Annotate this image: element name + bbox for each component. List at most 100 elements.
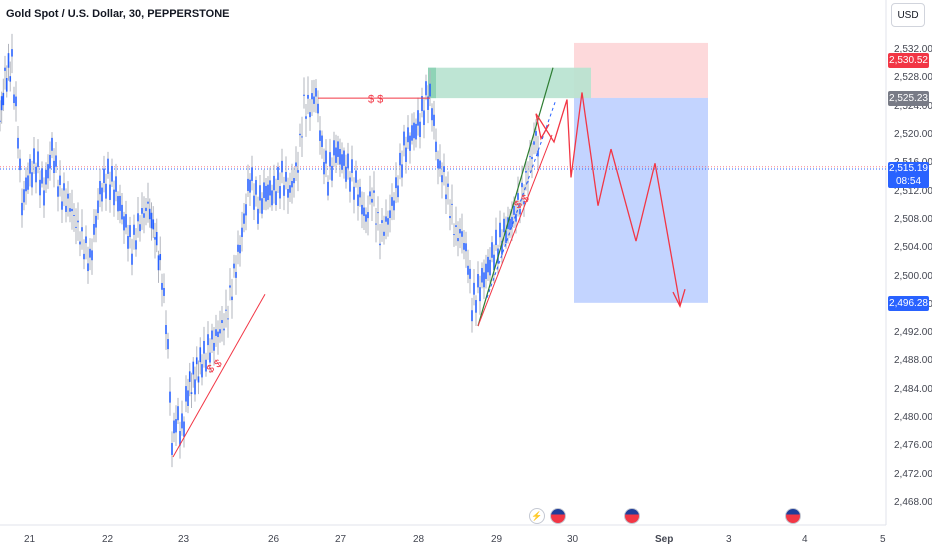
- currency-button[interactable]: USD: [891, 3, 925, 27]
- candle-body: [69, 208, 71, 212]
- candle-body: [195, 357, 198, 365]
- x-tick-label: 30: [567, 534, 579, 545]
- candle-body: [127, 236, 129, 249]
- candle-body: [121, 204, 123, 220]
- stop-loss-zone: [574, 42, 708, 98]
- y-tick-label: 2,512.00: [894, 185, 932, 197]
- candle-body: [329, 152, 331, 167]
- candle-body: [31, 172, 33, 188]
- candle-body: [379, 243, 381, 246]
- candle-body: [205, 359, 207, 372]
- candle-body: [190, 392, 193, 394]
- candle-body: [23, 189, 25, 203]
- candle-body: [363, 207, 365, 216]
- candle-body: [499, 222, 501, 238]
- price-badge-target: 2,530.52: [888, 53, 929, 69]
- candle-body: [399, 152, 401, 166]
- candle-body: [503, 218, 505, 233]
- candle-body: [395, 177, 397, 189]
- candle-body: [0, 120, 1, 122]
- chart-title: Gold Spot / U.S. Dollar, 30, PEPPERSTONE: [6, 8, 230, 20]
- candle-body: [251, 167, 253, 181]
- candle-body: [449, 216, 451, 219]
- candle-body: [93, 223, 95, 235]
- candle-body: [71, 208, 73, 212]
- candle-body: [401, 164, 403, 178]
- candle-body: [7, 53, 10, 68]
- us-flag-icon[interactable]: [785, 508, 801, 524]
- projection-arrowhead: [672, 289, 686, 309]
- candle-body: [115, 176, 117, 192]
- candle-body: [101, 187, 103, 202]
- price-badge-stop: 2,496.28: [888, 295, 929, 311]
- candle-body: [527, 181, 529, 183]
- x-tick-label: 27: [335, 534, 347, 545]
- supply-zone: [428, 67, 591, 99]
- candle-body: [475, 300, 477, 313]
- candle-body: [209, 352, 211, 363]
- candle-body: [353, 186, 355, 200]
- candle-body: [13, 94, 15, 104]
- candle-body: [125, 214, 127, 228]
- candle-body: [441, 175, 443, 183]
- candle-body: [485, 263, 487, 279]
- candle-body: [111, 166, 113, 182]
- candle-body: [207, 334, 209, 346]
- us-flag-icon[interactable]: [624, 508, 640, 524]
- lightning-icon[interactable]: ⚡: [529, 508, 545, 524]
- y-tick-label: 2,528.00: [894, 72, 932, 84]
- candle-body: [433, 114, 435, 126]
- candle-body: [447, 183, 449, 187]
- candle-body: [255, 180, 257, 195]
- candle-body: [91, 250, 93, 261]
- candle-body: [323, 162, 325, 175]
- candle-body: [183, 421, 185, 437]
- candle-body: [435, 141, 437, 152]
- candle-body: [59, 175, 61, 185]
- candle-body: [321, 135, 323, 147]
- candle-body: [113, 189, 115, 206]
- candle-body: [259, 185, 261, 201]
- candle-body: [279, 186, 281, 199]
- liquidity-label: $ $: [205, 357, 224, 376]
- us-flag-icon[interactable]: [550, 508, 566, 524]
- candle-body: [393, 200, 395, 211]
- candle-body: [479, 287, 481, 302]
- candle-body: [19, 158, 21, 171]
- candle-body: [73, 215, 75, 217]
- candle-body: [4, 67, 6, 71]
- candle-body: [493, 254, 495, 271]
- candle-body: [339, 148, 341, 165]
- candle-body: [295, 162, 297, 167]
- candle-body: [45, 169, 47, 185]
- candle-body: [173, 420, 175, 434]
- x-tick-label: 28: [413, 534, 425, 545]
- candle-body: [405, 147, 407, 162]
- candle-body: [373, 190, 375, 193]
- candle-body: [107, 158, 109, 174]
- candle-body: [245, 204, 247, 216]
- candle-body: [133, 224, 135, 235]
- candle-body: [397, 185, 399, 198]
- candle-body: [317, 103, 319, 114]
- candle-body: [177, 406, 179, 421]
- candle-body: [27, 175, 29, 190]
- candle-body: [365, 214, 367, 222]
- candle-body: [131, 253, 133, 265]
- candle-body: [179, 431, 181, 446]
- candle-body: [417, 110, 419, 126]
- candle-body: [9, 76, 12, 82]
- candle-body: [309, 112, 311, 118]
- candle-body: [287, 189, 289, 198]
- candle-body: [359, 186, 361, 198]
- candle-body: [35, 166, 37, 183]
- candle-body: [5, 78, 8, 92]
- candle-body: [99, 181, 101, 195]
- candle-body: [2, 92, 5, 106]
- candle-body: [519, 208, 521, 215]
- candle-body: [465, 243, 467, 252]
- candle-body: [203, 340, 205, 354]
- candle-body: [535, 131, 537, 136]
- candle-body: [53, 160, 55, 174]
